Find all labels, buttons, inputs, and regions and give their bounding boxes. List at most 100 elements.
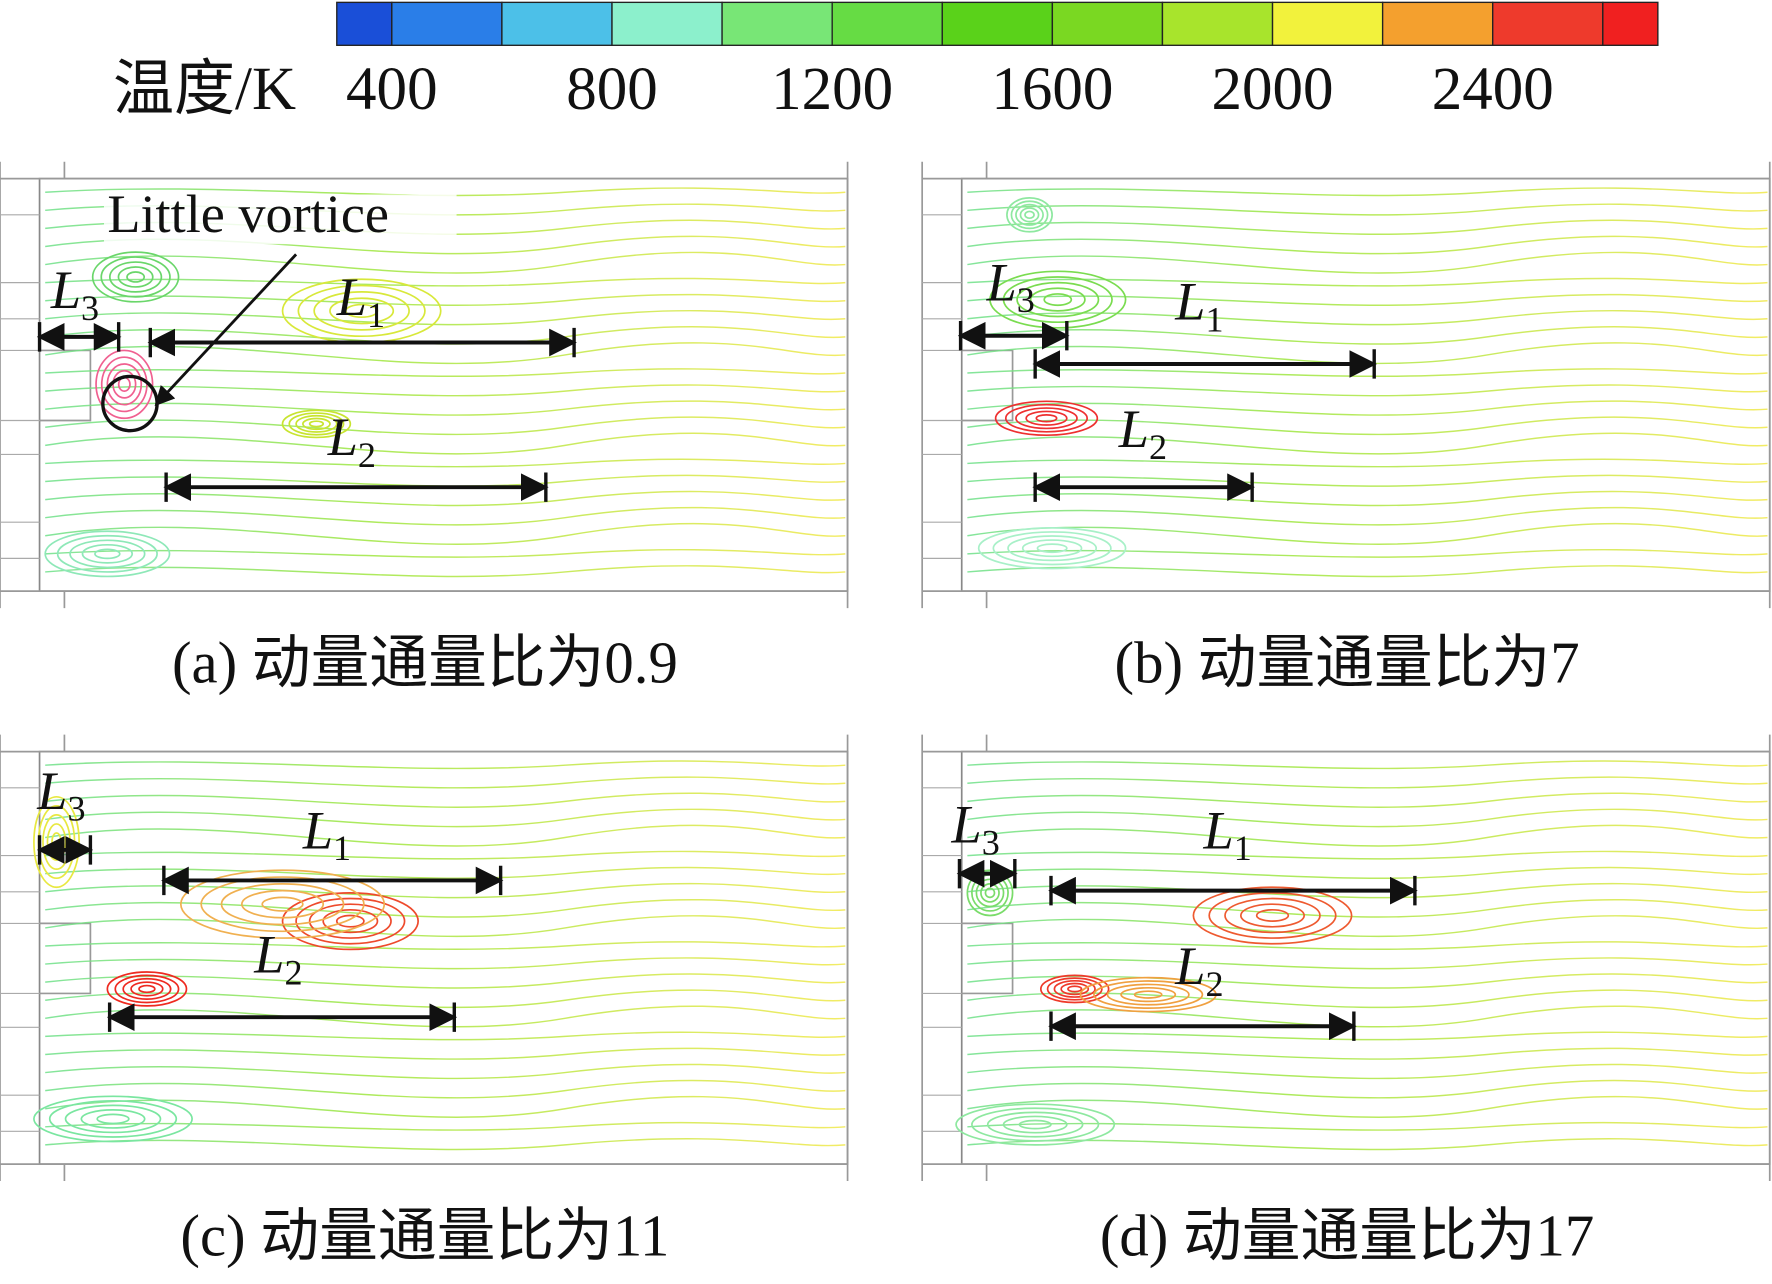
streamline bbox=[45, 1095, 846, 1118]
vortex bbox=[971, 1107, 1100, 1142]
colorbar-segment bbox=[611, 1, 723, 46]
vortex bbox=[1016, 281, 1100, 318]
vortex bbox=[1053, 979, 1096, 998]
colorbar-tick-label: 800 bbox=[566, 56, 658, 123]
vortex bbox=[1039, 974, 1110, 1004]
vortex bbox=[96, 1113, 130, 1125]
streamline bbox=[967, 1095, 1768, 1118]
annotation-arrow bbox=[154, 253, 298, 407]
streamline bbox=[45, 957, 846, 970]
vortex bbox=[1106, 983, 1190, 1006]
length-subscript: 2 bbox=[1205, 964, 1223, 1004]
vortex bbox=[288, 412, 345, 436]
vortex bbox=[986, 1111, 1084, 1138]
vortex bbox=[1255, 908, 1290, 922]
length-letter: L bbox=[302, 801, 333, 861]
caption: (c) 动量通量比为11 bbox=[180, 1204, 669, 1269]
length-cap bbox=[1049, 875, 1417, 906]
vortex bbox=[344, 303, 379, 319]
colorbar-segment bbox=[501, 1, 613, 46]
vortex bbox=[308, 903, 392, 939]
length-label: L1 bbox=[336, 267, 385, 335]
length-letter: L bbox=[36, 761, 67, 821]
colorbar-label: 温度/K bbox=[113, 56, 296, 123]
streamline bbox=[45, 1138, 846, 1151]
streamline bbox=[45, 277, 846, 287]
streamline bbox=[967, 1005, 1768, 1028]
length-letter: L bbox=[1203, 801, 1234, 861]
streamline bbox=[45, 824, 846, 847]
length-cap bbox=[162, 865, 503, 896]
streamline bbox=[967, 416, 1768, 436]
streamline bbox=[967, 792, 1768, 808]
colorbar-segment bbox=[1381, 1, 1494, 46]
vortex bbox=[44, 530, 171, 578]
streamline bbox=[967, 522, 1768, 545]
vortex bbox=[295, 897, 406, 945]
vortex bbox=[1133, 990, 1163, 999]
length-subscript: 1 bbox=[1205, 300, 1223, 340]
length-letter: L bbox=[1174, 272, 1205, 332]
streamline bbox=[45, 1121, 846, 1131]
streamline bbox=[967, 219, 1768, 235]
colorbar-segment bbox=[1161, 1, 1274, 46]
streamline bbox=[967, 1063, 1768, 1080]
vortex bbox=[106, 363, 143, 406]
streamline bbox=[45, 760, 846, 770]
length-subscript: 3 bbox=[81, 288, 99, 328]
streamline bbox=[967, 458, 1768, 468]
vortex bbox=[329, 297, 395, 325]
streamline bbox=[967, 973, 1768, 989]
vortex bbox=[1025, 410, 1068, 426]
streamline bbox=[45, 522, 846, 545]
vortex bbox=[992, 531, 1112, 566]
vortex bbox=[95, 349, 154, 420]
vortex bbox=[1120, 986, 1177, 1003]
length-letter: L bbox=[1118, 400, 1149, 460]
streamline bbox=[45, 293, 846, 307]
vortex bbox=[1029, 287, 1086, 312]
streamline bbox=[45, 1063, 846, 1080]
vortex bbox=[108, 261, 163, 293]
streamline bbox=[967, 342, 1768, 365]
vortex bbox=[1018, 1119, 1052, 1130]
vortex bbox=[281, 409, 352, 439]
streamline bbox=[967, 941, 1768, 950]
length-letter: L bbox=[336, 267, 367, 327]
domain bbox=[960, 750, 1771, 1165]
streamline bbox=[967, 251, 1768, 274]
vortex bbox=[117, 266, 154, 288]
vortex bbox=[335, 914, 365, 928]
streamline bbox=[45, 941, 846, 950]
length-label: L1 bbox=[1203, 801, 1252, 869]
colorbar-segment bbox=[941, 1, 1054, 46]
streamline bbox=[45, 368, 846, 378]
streamline bbox=[45, 187, 846, 197]
streamline bbox=[967, 850, 1768, 860]
colorbar-tick-label: 1200 bbox=[771, 56, 893, 123]
annotation: Little vortice bbox=[107, 184, 389, 244]
length-cap bbox=[107, 1002, 456, 1032]
streamline bbox=[967, 548, 1768, 558]
vortex bbox=[261, 896, 304, 912]
streamline bbox=[45, 251, 846, 274]
length-label: L1 bbox=[1174, 272, 1223, 340]
length-letter: L bbox=[986, 253, 1017, 313]
length-subscript: 3 bbox=[982, 823, 1000, 863]
length-subscript: 2 bbox=[284, 953, 302, 993]
colorbar-segment bbox=[831, 1, 943, 46]
streamline bbox=[45, 1031, 846, 1041]
streamline bbox=[45, 1047, 846, 1060]
vortex bbox=[977, 527, 1127, 570]
vortex bbox=[955, 1103, 1116, 1146]
vortex bbox=[81, 543, 134, 564]
streamline bbox=[967, 326, 1768, 345]
streamline bbox=[967, 776, 1768, 789]
vortex bbox=[295, 414, 338, 433]
streamline bbox=[967, 400, 1768, 416]
colorbar-segment bbox=[1051, 1, 1164, 46]
vortex bbox=[1060, 982, 1090, 996]
